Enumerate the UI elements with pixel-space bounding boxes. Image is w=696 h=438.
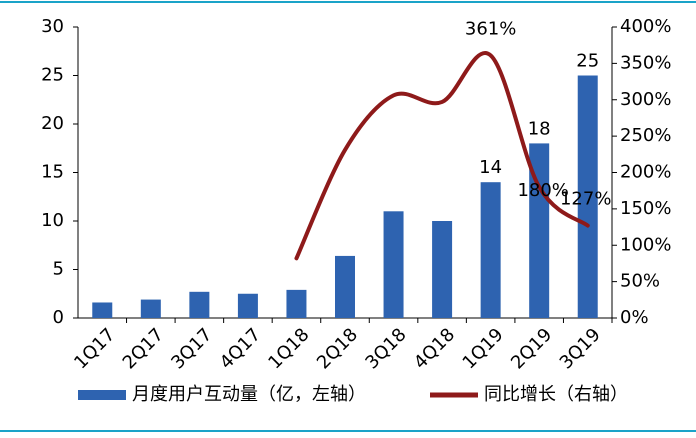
x-tick-label: 3Q17 [167, 324, 216, 373]
y-tick-label: 15 [41, 162, 64, 183]
y2-tick-label: 250% [620, 125, 671, 146]
line-value-label: 361% [465, 18, 516, 39]
growth-line [294, 51, 590, 261]
bar [529, 143, 550, 318]
y2-tick-label: 0% [620, 307, 649, 328]
y-tick-label: 20 [41, 113, 64, 134]
y2-tick-label: 150% [620, 198, 671, 219]
line-value-label: 180% [517, 180, 568, 201]
y-tick-label: 5 [53, 259, 64, 280]
bar [189, 291, 210, 318]
y-tick-label: 0 [53, 307, 64, 328]
x-tick-label: 4Q17 [216, 324, 265, 373]
y2-tick-label: 400% [620, 16, 671, 37]
x-tick-label: 1Q17 [70, 324, 119, 373]
y2-tick-label: 50% [620, 271, 660, 292]
x-tick-label: 2Q18 [313, 324, 362, 373]
bar [577, 75, 598, 318]
y-tick-label: 30 [41, 16, 64, 37]
bar-value-label: 18 [528, 118, 551, 139]
x-tick-label: 1Q19 [459, 324, 508, 373]
bar-value-label: 14 [479, 157, 502, 178]
y-tick-label: 10 [41, 210, 64, 231]
legend-swatch [78, 390, 126, 400]
bar [140, 299, 161, 318]
bar [237, 293, 258, 318]
bar [335, 255, 355, 318]
y-tick-label: 25 [41, 65, 64, 86]
legend-label: 同比增长（右轴） [484, 384, 628, 405]
y2-tick-label: 300% [620, 89, 671, 110]
legend-label: 月度用户互动量（亿，左轴） [132, 384, 366, 405]
bar [92, 302, 113, 318]
bar [286, 289, 307, 318]
x-tick-label: 3Q19 [556, 324, 605, 373]
x-tick-label: 2Q19 [507, 324, 556, 373]
line-value-label: 127% [560, 189, 611, 210]
x-tick-label: 1Q18 [264, 324, 313, 373]
y2-tick-label: 100% [620, 234, 671, 255]
bar [432, 221, 453, 318]
x-tick-label: 3Q18 [361, 324, 410, 373]
bar [383, 211, 404, 318]
y2-tick-label: 350% [620, 52, 671, 73]
y2-tick-label: 200% [620, 162, 671, 183]
bar-value-label: 25 [576, 51, 599, 72]
bar [480, 182, 501, 318]
x-tick-label: 4Q18 [410, 324, 459, 373]
x-tick-label: 2Q17 [119, 324, 168, 373]
